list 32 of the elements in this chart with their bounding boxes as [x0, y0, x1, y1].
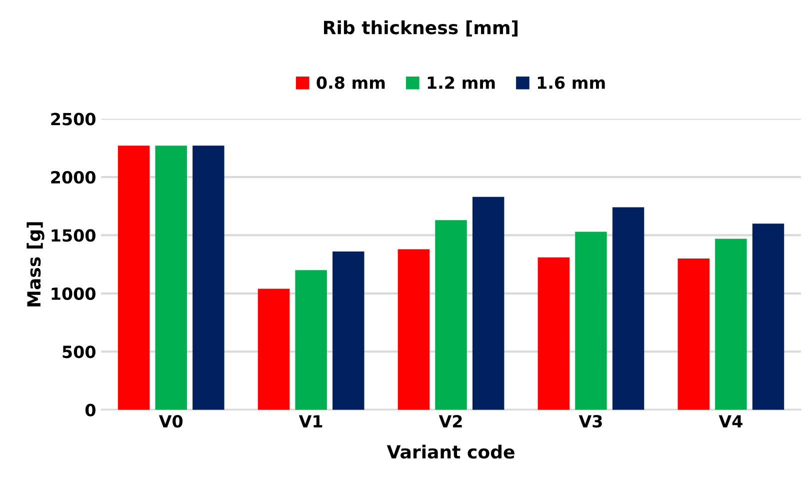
bar: [295, 270, 327, 410]
x-tick-label: V1: [298, 415, 322, 428]
bar: [678, 258, 710, 410]
y-tick-label: 2000: [51, 170, 96, 184]
bar: [472, 196, 504, 410]
y-tick-label: 2500: [51, 112, 96, 126]
bar: [118, 146, 150, 410]
y-tick-label: 0: [85, 404, 96, 416]
x-axis-title: Variant code: [386, 444, 514, 459]
bar: [538, 257, 570, 410]
bar: [435, 220, 467, 410]
x-tick-label: V2: [438, 414, 462, 428]
legend-title: Rib thickness [mm]: [324, 20, 518, 36]
bar: [575, 232, 607, 410]
y-axis-title: Mass [g]: [26, 222, 44, 306]
legend-label: 0.8 mm: [316, 76, 385, 89]
y-tick-label: 500: [62, 346, 96, 358]
bar: [398, 249, 430, 410]
legend-label: 1.6 mm: [538, 76, 605, 89]
bar: [752, 224, 784, 410]
legend-label: 1.2 mm: [428, 76, 495, 89]
x-tick-label: V4: [718, 415, 742, 428]
x-tick-label: V0: [158, 414, 183, 428]
bar: [155, 146, 187, 410]
x-tick-label: V3: [578, 414, 602, 428]
bar: [612, 207, 644, 410]
bar: [332, 252, 364, 410]
bar: [258, 288, 290, 410]
bar: [192, 146, 224, 410]
bar: [715, 238, 747, 410]
y-tick-label: 1000: [52, 287, 96, 300]
y-tick-label: 1500: [52, 229, 96, 242]
